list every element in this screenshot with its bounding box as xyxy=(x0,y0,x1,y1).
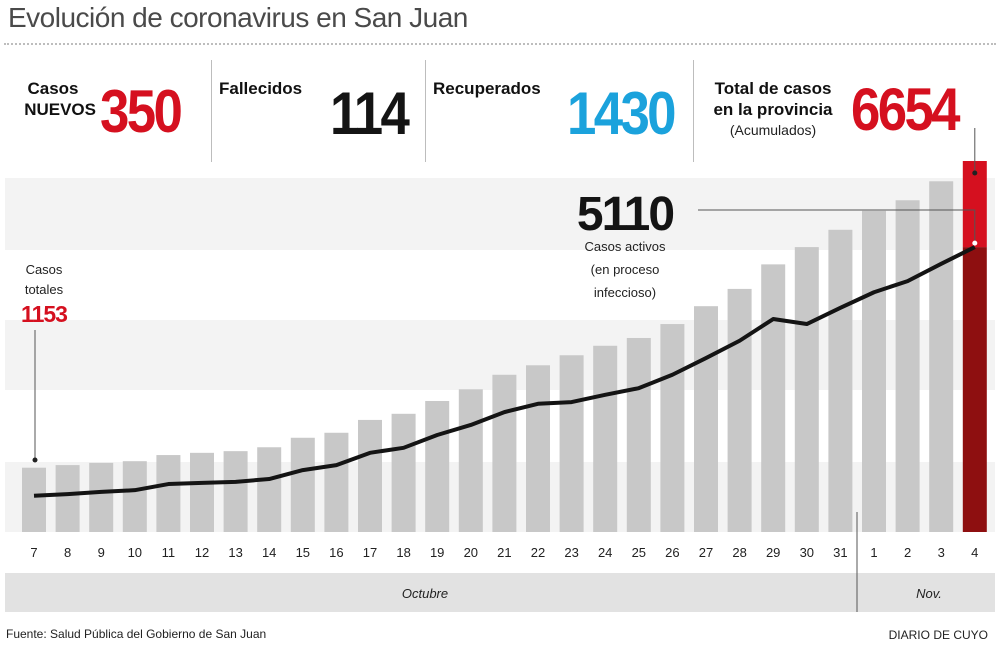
x-tick-label: 9 xyxy=(98,545,105,560)
x-tick-label: 21 xyxy=(497,545,511,560)
total-value: 6654 xyxy=(851,76,961,143)
x-tick-label: 20 xyxy=(464,545,478,560)
bar-highlight-active xyxy=(962,247,987,532)
x-tick-label: 25 xyxy=(632,545,646,560)
bar xyxy=(22,467,46,532)
total-callout-dot xyxy=(972,170,978,176)
new-cases-value: 350 xyxy=(100,78,183,145)
bar xyxy=(358,419,382,532)
title-divider xyxy=(4,43,996,45)
bar xyxy=(895,200,920,532)
stat-divider xyxy=(211,60,212,162)
x-tick-label: 29 xyxy=(766,545,780,560)
total-label-line1: Total de casos xyxy=(714,79,832,98)
deaths-value: 114 xyxy=(330,80,410,147)
month-label-november: Nov. xyxy=(916,586,942,601)
bar xyxy=(559,355,584,532)
bar xyxy=(862,210,886,532)
active-annotation-line3: infeccioso) xyxy=(594,285,656,300)
total-label: Total de casos en la provincia (Acumulad… xyxy=(703,78,843,141)
start-annotation-line1: Casos xyxy=(26,262,63,277)
bar xyxy=(727,288,752,532)
x-tick-label: 19 xyxy=(430,545,444,560)
x-tick-label: 22 xyxy=(531,545,545,560)
x-tick-label: 1 xyxy=(870,545,877,560)
x-tick-label: 7 xyxy=(30,545,37,560)
bar xyxy=(593,345,618,532)
brand-logo: DIARIO DE CUYO xyxy=(888,628,988,642)
x-tick-label: 16 xyxy=(329,545,343,560)
bar xyxy=(458,389,483,532)
deaths-label: Fallecidos xyxy=(219,79,303,98)
bar xyxy=(626,337,651,532)
x-tick-label: 28 xyxy=(732,545,746,560)
new-cases-label-line2: NUEVOS xyxy=(24,100,96,119)
x-tick-label: 13 xyxy=(228,545,242,560)
start-annotation-value: 1153 xyxy=(21,301,67,327)
bar xyxy=(492,374,517,532)
x-tick-label: 17 xyxy=(363,545,377,560)
active-cases-line xyxy=(33,245,976,498)
bar xyxy=(190,452,214,532)
recovered-value: 1430 xyxy=(567,80,677,147)
bar xyxy=(223,451,248,532)
bar xyxy=(89,462,114,532)
active-annotation-value: 5110 xyxy=(577,188,673,241)
recovered-label: Recuperados xyxy=(433,79,541,98)
x-tick-label: 24 xyxy=(598,545,612,560)
x-tick-label: 4 xyxy=(971,545,978,560)
x-tick-label: 23 xyxy=(564,545,578,560)
x-tick-label: 11 xyxy=(162,545,176,560)
x-tick-label: 8 xyxy=(64,545,71,560)
start-annotation-line2: totales xyxy=(25,282,64,297)
x-tick-label: 3 xyxy=(938,545,945,560)
x-tick-label: 2 xyxy=(904,545,911,560)
page-title: Evolución de coronavirus en San Juan xyxy=(8,2,468,33)
bar xyxy=(794,247,819,532)
x-tick-label: 14 xyxy=(262,545,276,560)
bar xyxy=(425,400,450,532)
start-callout-dot xyxy=(32,457,38,463)
bar xyxy=(122,461,147,532)
source-note: Fuente: Salud Pública del Gobierno de Sa… xyxy=(6,627,267,641)
month-band xyxy=(5,573,995,612)
x-tick-label: 12 xyxy=(195,545,209,560)
active-annotation-line1: Casos activos xyxy=(585,239,666,254)
month-label-october: Octubre xyxy=(402,586,448,601)
bar xyxy=(391,413,416,532)
total-note: (Acumulados) xyxy=(729,122,817,138)
x-tick-label: 26 xyxy=(665,545,679,560)
stat-divider xyxy=(693,60,694,162)
bar xyxy=(828,229,853,532)
active-annotation-line2: (en proceso xyxy=(591,262,660,277)
bar xyxy=(660,324,685,532)
bar xyxy=(156,455,181,532)
bar xyxy=(324,432,349,532)
x-tick-label: 18 xyxy=(396,545,410,560)
bar xyxy=(526,365,550,532)
bar xyxy=(290,437,315,532)
x-tick-label: 30 xyxy=(800,545,814,560)
bar xyxy=(257,447,282,532)
new-cases-label: Casos NUEVOS xyxy=(10,78,96,120)
bar xyxy=(929,181,954,532)
x-tick-label: 15 xyxy=(296,545,310,560)
x-tick-label: 10 xyxy=(128,545,142,560)
active-callout-dot xyxy=(972,240,978,246)
stat-divider xyxy=(425,60,426,162)
new-cases-label-line1: Casos xyxy=(27,79,79,98)
x-tick-label: 31 xyxy=(833,545,847,560)
active-callout-line xyxy=(698,209,976,244)
bar xyxy=(55,465,80,532)
total-label-line2: en la provincia xyxy=(713,100,833,119)
bar xyxy=(694,306,718,532)
x-tick-label: 27 xyxy=(699,545,713,560)
bar xyxy=(761,264,786,532)
